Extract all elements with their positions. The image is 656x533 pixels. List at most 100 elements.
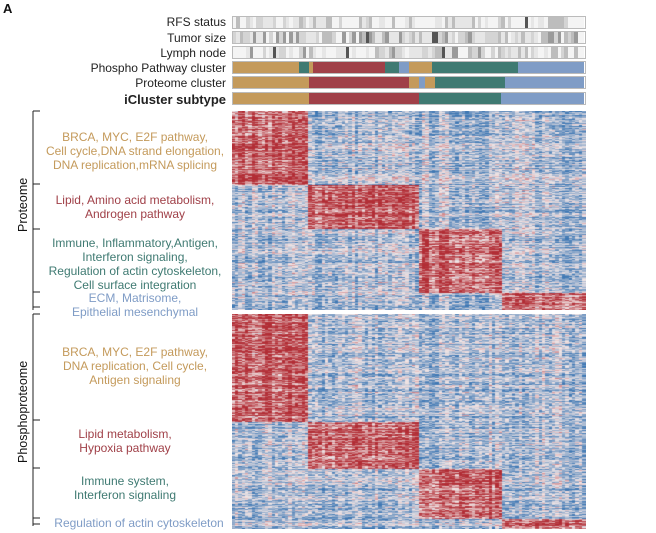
track-cell [567,32,571,43]
track-cell [551,77,555,88]
track-cell [266,17,270,28]
track-cell [574,17,578,28]
track-cell [570,17,575,28]
track-cell [302,77,306,88]
track-cell [458,62,462,73]
track-cell [249,93,253,104]
track-cell [494,77,498,88]
track-cell [408,62,412,73]
track-cell [392,17,396,28]
track-cell [322,17,326,28]
track-cell [392,47,396,58]
track-cell [355,93,359,104]
track-cell [388,17,392,28]
track-cell [438,17,442,28]
track-cell [392,62,396,73]
track-cell [295,47,300,58]
track-cell [524,47,528,58]
track-cell [332,62,336,73]
track-cell [521,32,525,43]
track-cell [372,17,376,28]
track-cell [249,32,253,43]
track-cell [501,32,505,43]
track-cell [428,17,432,28]
track-cell [464,47,469,58]
track-cell [481,47,485,58]
track-label-tumor-size: Tumor size [167,31,226,45]
track-cell [279,32,283,43]
track-cell [454,62,459,73]
track-cell [312,47,316,58]
track-cell [574,77,578,88]
track-cell [411,32,416,43]
annotation-line: Antigen signaling [89,373,181,387]
track-cell [395,77,399,88]
track-label-icluster-subtype: iCluster subtype [124,92,226,107]
track-cell [541,32,545,43]
track-cell [534,32,538,43]
track-cell [504,47,508,58]
track-cell [242,47,247,58]
track-cell [295,17,300,28]
track-cell [514,17,518,28]
track-cell [345,77,349,88]
track-cell [269,93,273,104]
track-cell [348,32,353,43]
track-cell [560,32,565,43]
track-cell [521,93,525,104]
track-cell [289,93,293,104]
track-cell [269,32,273,43]
track-cell [524,32,528,43]
track-cell [557,32,561,43]
track-cell [468,32,472,43]
track-cell [236,77,240,88]
track-cell [458,47,462,58]
track-cell [266,93,270,104]
track-cell [372,62,376,73]
track-cell [534,62,538,73]
track-cell [564,93,568,104]
track-cell [481,32,485,43]
track-cell [299,62,303,73]
track-cell [362,17,366,28]
track-cell [570,32,575,43]
track-cell [262,77,267,88]
track-cell [292,62,296,73]
track-cell [292,17,296,28]
track-cell [531,47,535,58]
track-cell [554,93,558,104]
track-cell [262,93,267,104]
track-cell [461,62,465,73]
track-cell [481,77,485,88]
track-cell [445,77,449,88]
annotation-line: Immune system, [80,474,170,488]
track-cell [266,47,270,58]
track-cell [375,62,379,73]
track-cell [537,32,542,43]
track-cell [468,47,472,58]
track-cell [488,17,492,28]
track-cell [239,77,243,88]
phosphoproteome-heatmap [232,314,586,529]
track-cell [415,17,419,28]
track-cell [302,93,306,104]
track-cell [494,93,498,104]
track-cell [246,77,250,88]
track-cell [352,77,356,88]
track-cell [339,77,343,88]
track-cell [325,93,330,104]
track-cell [461,32,465,43]
track-cell [567,93,571,104]
track-cell [233,62,237,73]
track-cell [580,32,585,43]
track-cell [501,77,505,88]
track-cell [269,17,273,28]
track-cell [252,32,257,43]
track-cell [478,93,482,104]
track-cell [521,62,525,73]
track-cell [567,17,571,28]
track-cell [246,62,250,73]
track-cell [564,77,568,88]
track-cell [329,17,333,28]
track-cell [411,77,416,88]
